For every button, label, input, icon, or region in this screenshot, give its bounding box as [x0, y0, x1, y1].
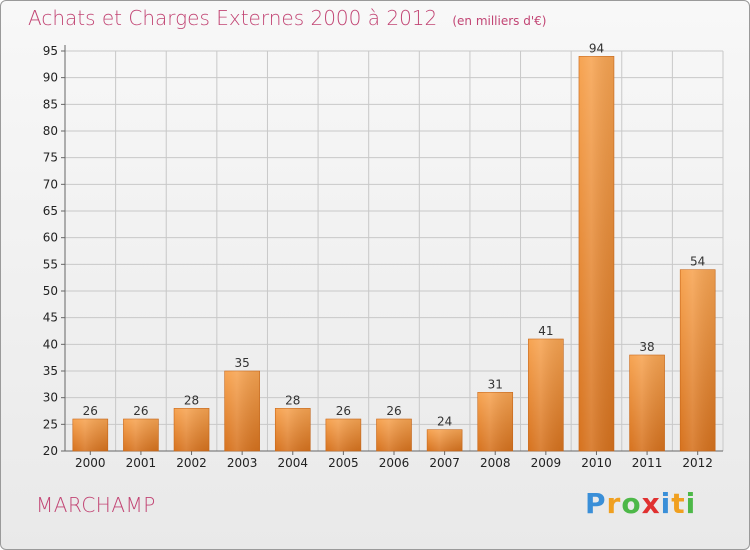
logo-letter: x [641, 487, 661, 520]
bars [72, 56, 716, 452]
y-tick-label: 40 [43, 337, 58, 351]
x-tick-label: 2012 [682, 456, 713, 470]
y-tick-label: 90 [43, 71, 58, 85]
x-tick-label: 2006 [379, 456, 410, 470]
bar-highlight [325, 419, 361, 451]
bar-highlight [174, 408, 210, 451]
data-labels: 26 26 28 35 28 26 26 24 31 41 94 38 54 [83, 41, 706, 428]
logo-letter: i [685, 487, 697, 520]
x-tick-label: 2007 [429, 456, 460, 470]
data-label: 31 [488, 377, 503, 391]
y-tick-label: 50 [43, 284, 58, 298]
y-tick-label: 35 [43, 364, 58, 378]
x-tick-label: 2009 [531, 456, 562, 470]
proxiti-logo: Proxiti [585, 487, 696, 520]
y-tick-label: 70 [43, 177, 58, 191]
y-tick-label: 55 [43, 257, 58, 271]
x-tick-label: 2008 [480, 456, 511, 470]
bar-highlight [376, 419, 412, 451]
y-tick-label: 80 [43, 124, 58, 138]
y-tick-label: 95 [43, 44, 58, 58]
bar-highlight [528, 339, 564, 451]
chart-title: Achats et Charges Externes 2000 à 2012 [28, 6, 438, 30]
y-tick-label: 30 [43, 391, 58, 405]
bar-highlight [477, 392, 513, 451]
data-label: 35 [235, 356, 250, 370]
x-tick-label: 2002 [176, 456, 207, 470]
grid-lines [64, 50, 724, 452]
data-label: 28 [285, 393, 300, 407]
logo-letter: P [585, 487, 607, 520]
bar-highlight [629, 355, 665, 451]
logo-letter: i [660, 487, 672, 520]
bar-highlight [680, 269, 716, 451]
x-tick-label: 2010 [581, 456, 612, 470]
bar-highlight [72, 419, 108, 451]
bar-highlight [427, 429, 463, 451]
y-tick-label: 65 [43, 204, 58, 218]
bar-highlight [275, 408, 311, 451]
data-label: 24 [437, 415, 452, 429]
data-label: 28 [184, 393, 199, 407]
logo-letter: o [621, 487, 642, 520]
y-tick-label: 45 [43, 311, 58, 325]
data-label: 26 [336, 404, 351, 418]
x-tick-label: 2003 [227, 456, 258, 470]
x-tick-label: 2011 [632, 456, 663, 470]
bar-highlight [123, 419, 159, 451]
chart-units: (en milliers d'€) [452, 14, 547, 28]
x-tick-label: 2000 [75, 456, 106, 470]
data-label: 26 [133, 404, 148, 418]
bar-highlight [224, 371, 260, 451]
bar-highlight [578, 56, 614, 451]
x-tick-label: 2004 [277, 456, 308, 470]
data-label: 94 [589, 41, 604, 55]
y-tick-label: 60 [43, 231, 58, 245]
data-label: 26 [83, 404, 98, 418]
logo-letter: t [671, 487, 686, 520]
commune-name: MARCHAMP [36, 493, 156, 517]
y-tick-label: 85 [43, 97, 58, 111]
axes: 20 25 30 35 40 45 50 55 60 65 70 75 80 85 90 95 2000 2001… [43, 44, 723, 470]
data-label: 26 [386, 404, 401, 418]
y-tick-label: 20 [43, 444, 58, 458]
data-label: 41 [538, 324, 553, 338]
data-label: 38 [639, 340, 654, 354]
x-tick-label: 2005 [328, 456, 359, 470]
x-tick-label: 2001 [126, 456, 157, 470]
data-label: 54 [690, 255, 705, 269]
chart-title-area: Achats et Charges Externes 2000 à 2012 (… [28, 6, 546, 30]
logo-letter: r [606, 487, 622, 520]
y-tick-label: 25 [43, 417, 58, 431]
y-tick-label: 75 [43, 151, 58, 165]
